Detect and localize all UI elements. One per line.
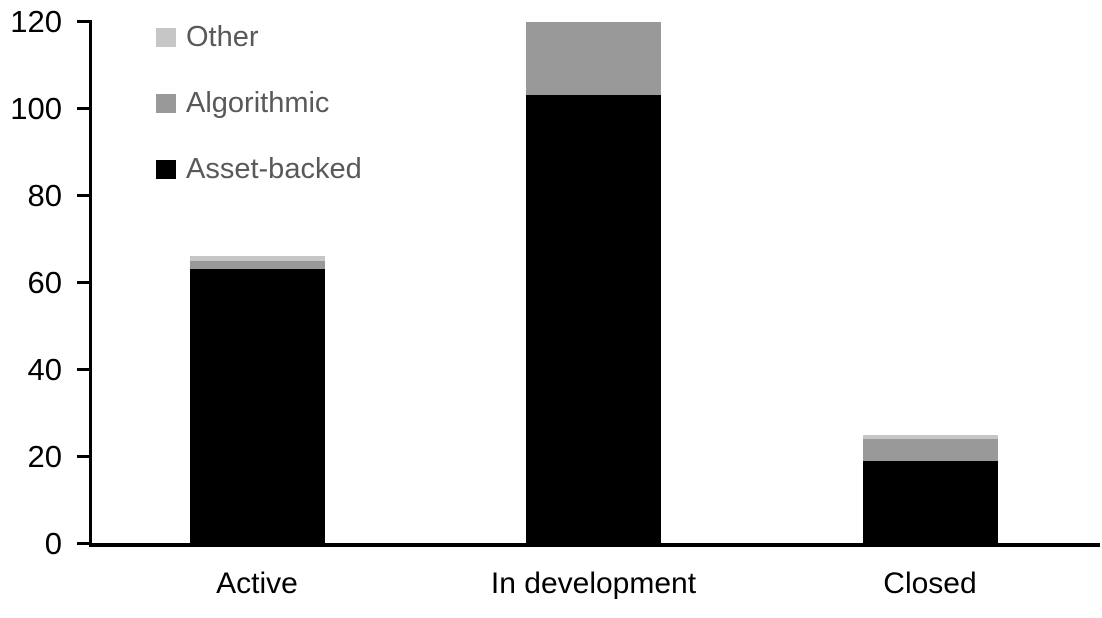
y-axis-tick-label: 0 <box>44 525 62 561</box>
y-axis-tick-label: 120 <box>10 3 62 39</box>
bar-segment-algorithmic-active <box>189 260 325 270</box>
x-axis-line <box>89 543 1100 547</box>
bar-segment-algorithmic-in-development <box>526 21 661 96</box>
x-axis-category-label: Active <box>216 567 298 600</box>
y-axis-tick-label: 100 <box>10 90 62 126</box>
x-axis-category-label: Closed <box>883 567 977 600</box>
bar-segment-asset-backed-closed <box>862 460 998 544</box>
y-axis-tick-label: 20 <box>27 438 62 474</box>
y-axis-tick <box>77 194 89 197</box>
y-axis-tick-label: 60 <box>27 264 62 300</box>
bar-segment-other-closed <box>862 434 998 440</box>
legend-swatch-icon <box>156 93 176 113</box>
legend-label: Asset-backed <box>186 153 362 185</box>
y-axis-tick-label: 80 <box>27 177 62 213</box>
y-axis-line <box>89 20 92 547</box>
y-axis-tick <box>77 107 89 110</box>
y-axis-tick <box>77 281 89 284</box>
x-axis-category-label: In development <box>490 567 697 600</box>
bar-segment-algorithmic-closed <box>862 439 998 461</box>
y-axis-tick <box>77 542 89 545</box>
legend-item-asset-backed: Asset-backed <box>156 152 362 186</box>
legend-item-algorithmic: Algorithmic <box>156 86 329 120</box>
legend-swatch-icon <box>156 159 176 179</box>
bar-segment-other-active <box>189 256 325 261</box>
legend-swatch-icon <box>156 27 176 47</box>
legend-label: Algorithmic <box>186 87 330 119</box>
bar-segment-asset-backed-in-development <box>526 95 661 544</box>
legend-item-other: Other <box>156 20 259 54</box>
legend-label: Other <box>186 21 259 53</box>
y-axis-tick <box>77 368 89 371</box>
y-axis-tick <box>77 20 89 23</box>
bar-segment-asset-backed-active <box>189 269 325 544</box>
y-axis-tick-label: 40 <box>27 351 62 387</box>
y-axis-tick <box>77 455 89 458</box>
